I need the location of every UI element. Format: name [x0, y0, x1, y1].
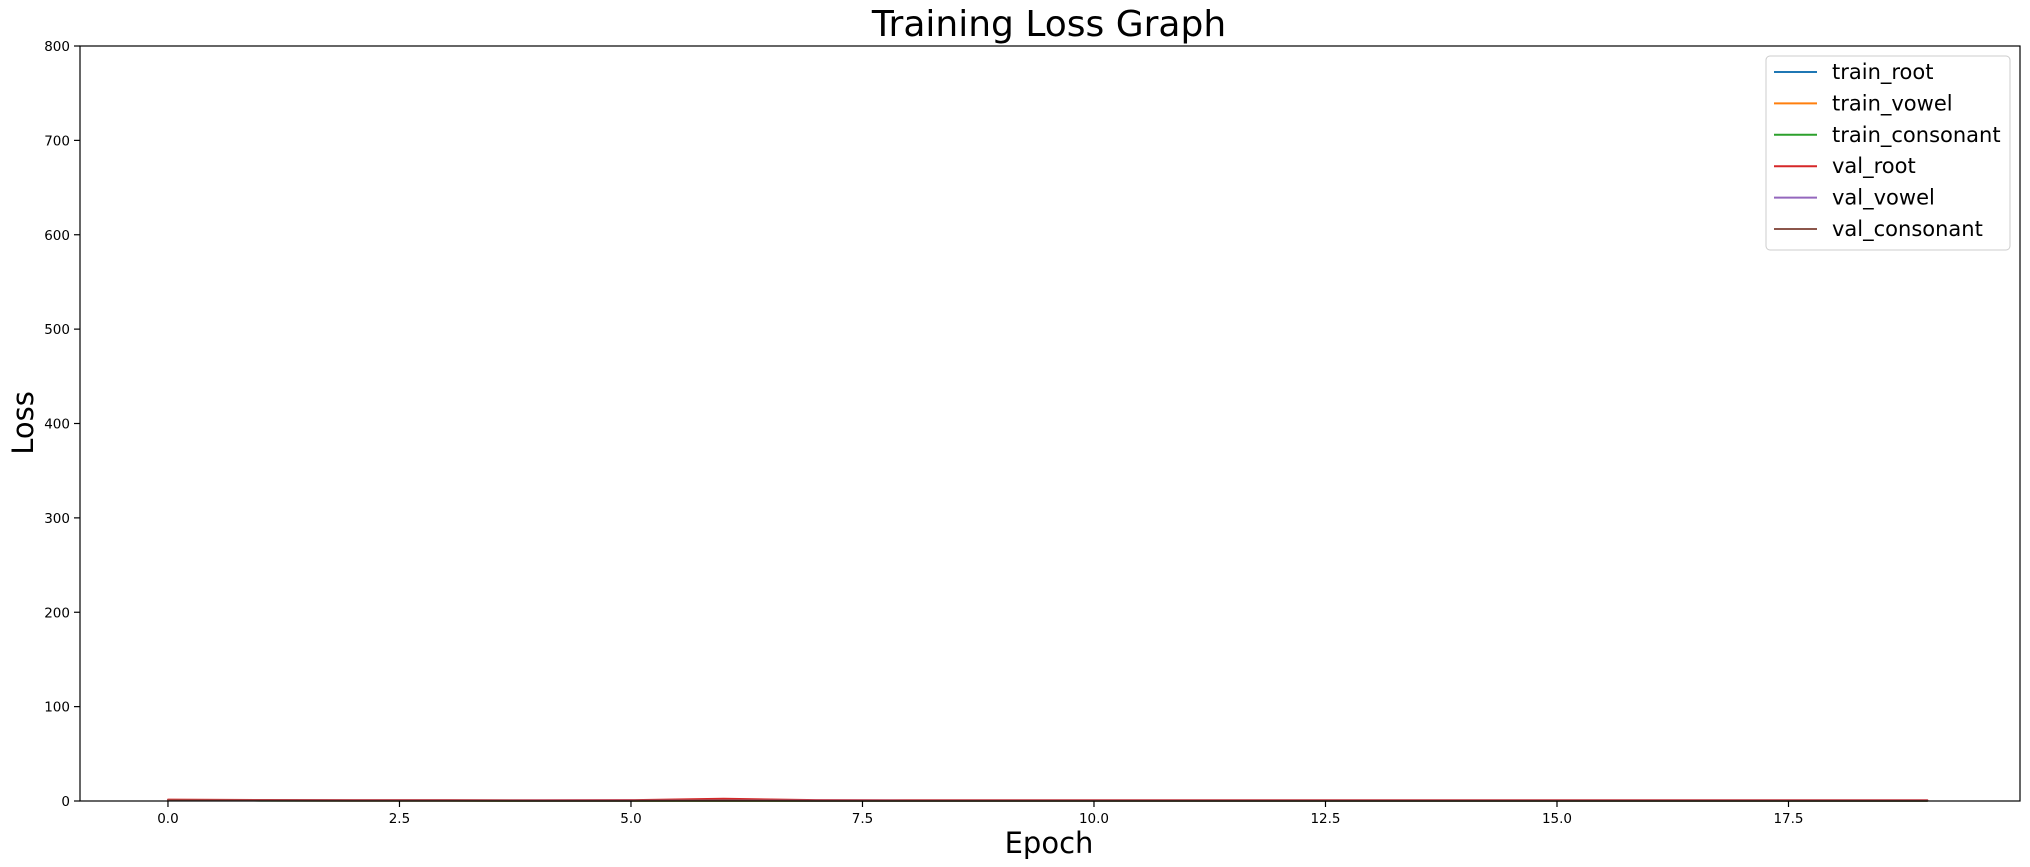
y-tick-label: 0 [61, 794, 70, 810]
legend-item-val-root: val_root [1774, 154, 1916, 179]
legend-item-val-consonant: val_consonant [1774, 217, 1983, 242]
plot-area [79, 45, 2021, 802]
y-tick-label: 300 [44, 511, 70, 527]
legend-label: val_consonant [1832, 217, 1983, 242]
legend-item-train-consonant: train_consonant [1774, 123, 2001, 148]
chart-title: Training Loss Graph [871, 4, 1226, 45]
x-axis-label: Epoch [1005, 826, 1094, 860]
y-axis: 0 100 200 300 400 500 600 700 800 [44, 39, 80, 810]
y-tick-label: 800 [44, 39, 70, 55]
x-tick-label: 15.0 [1542, 811, 1572, 827]
y-tick-label: 500 [44, 322, 70, 338]
x-tick-label: 5.0 [620, 811, 641, 827]
x-axis: 0.0 2.5 5.0 7.5 10.0 12.5 15.0 17.5 [157, 801, 1804, 827]
y-axis-label: Loss [6, 391, 40, 455]
legend-frame [1765, 55, 2011, 251]
legend-item-train-vowel: train_vowel [1774, 91, 1953, 116]
x-tick-label: 0.0 [157, 811, 178, 827]
y-tick-label: 100 [44, 700, 70, 716]
legend-label: train_root [1832, 60, 1933, 85]
legend-label: val_vowel [1832, 186, 1935, 211]
legend-item-val-vowel: val_vowel [1774, 186, 1935, 211]
y-tick-label: 700 [44, 133, 70, 149]
legend-label: train_consonant [1832, 123, 2001, 148]
legend-label: train_vowel [1832, 91, 1953, 116]
plot-background [80, 46, 2020, 801]
legend: train_root train_vowel train_consonant val_… [1765, 55, 2011, 251]
x-tick-label: 10.0 [1079, 811, 1109, 827]
y-tick-label: 600 [44, 228, 70, 244]
legend-label: val_root [1832, 154, 1916, 179]
x-tick-label: 17.5 [1773, 811, 1803, 827]
x-tick-label: 7.5 [852, 811, 873, 827]
x-tick-label: 12.5 [1310, 811, 1340, 827]
y-tick-label: 200 [44, 605, 70, 621]
legend-item-train-root: train_root [1774, 60, 1933, 85]
legend-items: train_root train_vowel train_consonant val_… [1774, 60, 2001, 242]
x-tick-label: 2.5 [389, 811, 410, 827]
y-tick-label: 400 [44, 417, 70, 433]
